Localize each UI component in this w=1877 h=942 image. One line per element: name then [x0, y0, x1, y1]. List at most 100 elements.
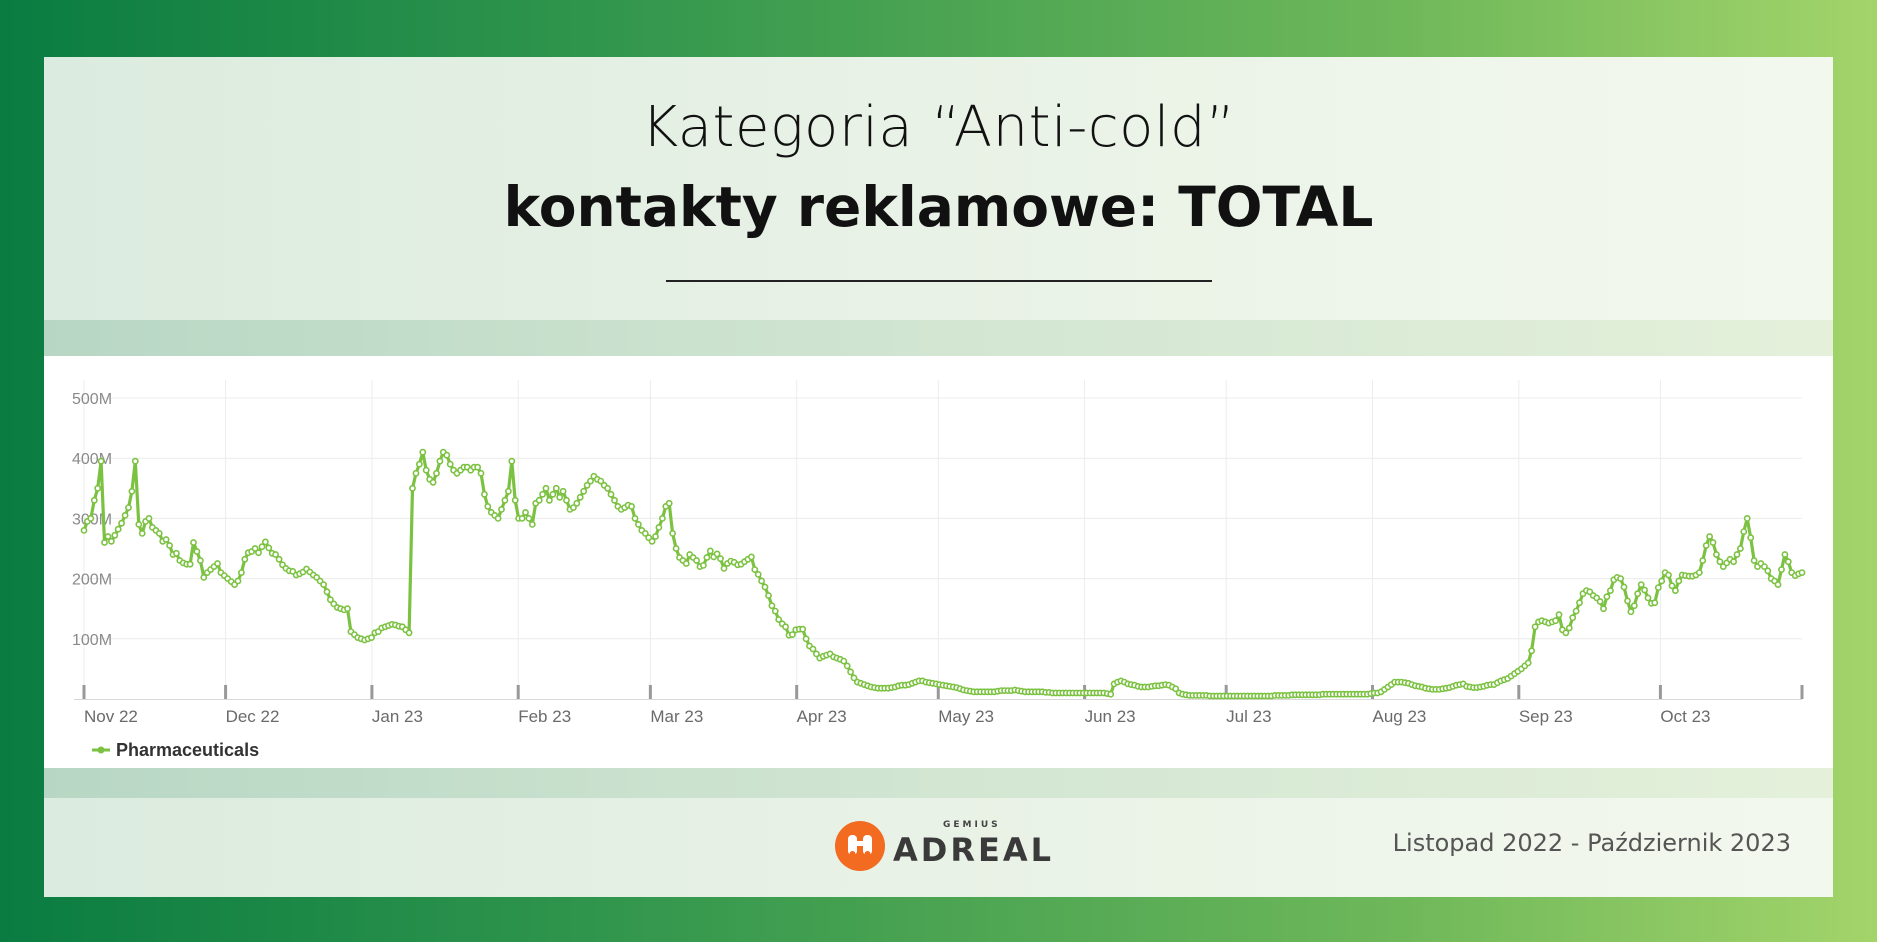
- data-point: [1737, 545, 1744, 552]
- data-point: [1562, 629, 1570, 637]
- data-point: [135, 520, 143, 528]
- logo-wordmark: GEMIUS ADREAL: [893, 820, 1054, 869]
- data-point: [682, 560, 690, 567]
- page-title: Kategoria “Anti-cold”: [641, 95, 1236, 160]
- data-point: [641, 529, 649, 537]
- data-point: [494, 514, 502, 522]
- data-point: [782, 623, 789, 631]
- x-tick-mark: [1517, 685, 1521, 699]
- data-point: [131, 457, 139, 465]
- vertical-gridlines: [83, 380, 1661, 699]
- data-point: [326, 596, 334, 604]
- data-point: [607, 490, 615, 498]
- data-point: [809, 645, 817, 653]
- data-point: [480, 490, 488, 498]
- x-tick-label: Jul 23: [1226, 707, 1271, 726]
- data-point: [1641, 586, 1648, 594]
- data-point: [1624, 597, 1631, 605]
- data-point: [559, 487, 567, 495]
- data-point: [1709, 539, 1717, 546]
- data-point: [1654, 584, 1662, 591]
- data-point: [344, 605, 351, 613]
- data-point: [1733, 551, 1741, 558]
- data-point: [1607, 587, 1614, 594]
- data-point: [272, 551, 279, 558]
- data-point: [1172, 685, 1180, 693]
- legend-label[interactable]: Pharmaceuticals: [116, 740, 259, 760]
- data-point: [758, 577, 765, 585]
- data-point: [498, 505, 505, 513]
- binoculars-icon: [835, 821, 885, 871]
- data-point: [556, 493, 564, 501]
- data-point: [1665, 571, 1672, 579]
- data-point: [669, 529, 676, 537]
- data-point: [1651, 599, 1659, 607]
- data-point: [563, 496, 570, 504]
- data-point: [1603, 593, 1611, 601]
- data-point: [580, 487, 588, 495]
- data-point: [477, 469, 485, 477]
- data-point: [412, 469, 420, 477]
- data-point: [1524, 659, 1532, 667]
- data-point: [1774, 581, 1782, 588]
- data-point: [628, 502, 635, 510]
- series-pharmaceuticals: [80, 448, 1806, 700]
- data-point: [693, 557, 700, 564]
- data-point: [429, 478, 437, 486]
- data-point: [1743, 514, 1751, 522]
- data-point: [1565, 624, 1573, 632]
- data-point: [768, 602, 776, 610]
- data-point: [118, 519, 125, 527]
- x-tick-mark: [1224, 685, 1228, 699]
- x-tick-label: Oct 23: [1660, 707, 1710, 726]
- data-point: [155, 529, 163, 537]
- y-tick-label: 400M: [72, 451, 112, 468]
- data-point: [1761, 563, 1768, 570]
- x-tick-mark: [516, 685, 520, 699]
- legend[interactable]: Pharmaceuticals: [92, 740, 259, 760]
- x-tick-label: Aug 23: [1373, 707, 1427, 726]
- data-point: [1672, 587, 1679, 594]
- data-point: [433, 469, 440, 477]
- data-point: [193, 548, 201, 555]
- data-point: [576, 493, 584, 501]
- data-point: [604, 484, 611, 492]
- data-point: [1531, 623, 1539, 631]
- data-point: [652, 533, 659, 540]
- title-divider: [666, 280, 1212, 282]
- data-point: [1569, 614, 1577, 622]
- data-point: [1695, 569, 1703, 576]
- logo-brand-big: ADREAL: [893, 831, 1054, 869]
- data-point: [265, 544, 273, 552]
- data-point: [443, 451, 451, 459]
- data-point: [501, 496, 509, 504]
- y-tick-label: 500M: [72, 391, 112, 408]
- data-point: [648, 537, 656, 545]
- x-tick-label: Dec 22: [226, 707, 280, 726]
- data-point: [1747, 534, 1755, 542]
- x-axis: Nov 22 Dec 22 Jan 23 Feb 23 Mar 23 Apr 23 May …: [74, 685, 1804, 726]
- data-point: [415, 460, 423, 468]
- data-point: [1699, 557, 1707, 564]
- data-point: [121, 511, 129, 519]
- data-point: [1627, 608, 1635, 616]
- data-point: [539, 490, 546, 498]
- data-point: [1637, 581, 1645, 588]
- data-point: [611, 496, 618, 504]
- data-point: [128, 487, 136, 495]
- data-point: [1798, 569, 1806, 576]
- date-range-label: Listopad 2022 - Październik 2023: [1392, 829, 1791, 857]
- data-point: [97, 457, 105, 465]
- data-point: [101, 539, 108, 546]
- data-point: [847, 668, 854, 676]
- x-tick-mark: [1800, 685, 1804, 699]
- data-point: [419, 448, 427, 456]
- data-point: [1781, 551, 1789, 558]
- data-point: [436, 457, 444, 465]
- data-point: [549, 490, 557, 498]
- data-point: [320, 581, 327, 588]
- x-tick-mark: [648, 685, 652, 699]
- adreal-logo: GEMIUS ADREAL: [835, 818, 1054, 874]
- data-point: [597, 477, 605, 485]
- data-point: [573, 499, 581, 507]
